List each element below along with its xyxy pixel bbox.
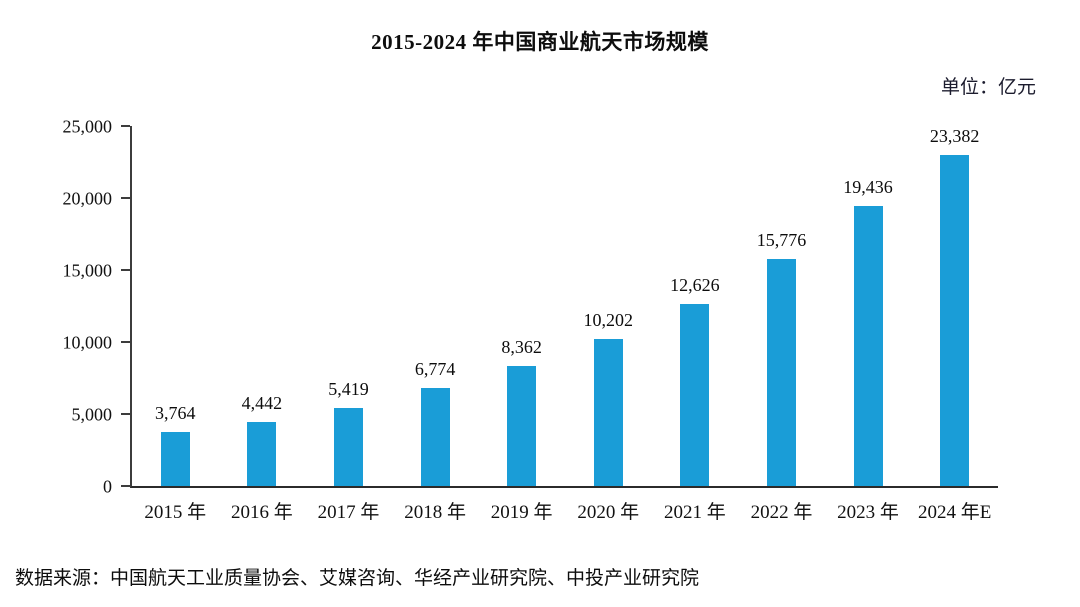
y-axis-tick-label: 20,000	[62, 188, 113, 209]
bar-value-label: 4,442	[241, 393, 283, 414]
bar-slot: 3,764 2015 年	[132, 126, 219, 523]
bar-value-label: 3,764	[155, 402, 196, 423]
bar-value-label: 10,202	[583, 310, 634, 331]
y-axis-tick	[121, 197, 130, 199]
bar	[853, 206, 883, 486]
y-axis-tick	[121, 413, 130, 415]
bar	[680, 304, 710, 486]
bar	[247, 422, 277, 486]
y-axis-tick	[121, 269, 130, 271]
bar	[420, 388, 450, 486]
bar-slot: 15,776 2022 年	[738, 126, 825, 523]
bar-value-label: 15,776	[756, 229, 807, 250]
x-axis-category-label: 2023 年	[837, 502, 899, 523]
source-note: 数据来源：中国航天工业质量协会、艾媒咨询、华经产业研究院、中投产业研究院	[15, 568, 700, 589]
bar-slot: 19,436 2023 年	[825, 126, 912, 523]
chart-title: 2015-2024 年中国商业航天市场规模	[371, 30, 709, 54]
bar-slot: 23,382 2024 年E	[911, 126, 998, 523]
bar	[766, 258, 796, 486]
unit-label: 单位：亿元	[940, 77, 1036, 98]
y-axis-tick	[121, 485, 130, 487]
bars-container: 3,764 2015 年 4,442 2016 年 5,419 2017 年 6,774 20…	[132, 126, 998, 523]
plot-area: 0 5,000 10,000 15,000 20,000 25,000 3,764 2015…	[63, 117, 998, 523]
y-axis-tick-label: 10,000	[62, 332, 113, 353]
y-axis-tick-label: 15,000	[62, 260, 113, 281]
x-axis-category-label: 2021 年	[663, 502, 726, 523]
x-axis-category-label: 2019 年	[490, 502, 553, 523]
bar-value-label: 5,419	[328, 378, 369, 399]
bar-value-label: 8,362	[501, 336, 542, 357]
bar-slot: 12,626 2021 年	[652, 126, 739, 523]
x-axis-category-label: 2024 年E	[917, 502, 992, 523]
bar-slot: 4,442 2016 年	[219, 126, 306, 523]
bar-value-label: 19,436	[843, 177, 893, 198]
bar	[160, 431, 190, 486]
bar-value-label: 23,382	[929, 126, 980, 146]
bar-slot: 5,419 2017 年	[305, 126, 392, 523]
bar-slot: 6,774 2018 年	[392, 126, 479, 523]
y-axis-tick-label: 0	[103, 476, 112, 497]
bar-value-label: 12,626	[670, 275, 720, 296]
bar-slot: 10,202 2020 年	[565, 126, 652, 523]
bar-slot: 8,362 2019 年	[478, 126, 565, 523]
x-axis-category-label: 2017 年	[317, 502, 380, 523]
y-axis-tick	[121, 125, 130, 127]
y-axis-tick-label: 5,000	[71, 404, 113, 425]
bar	[507, 365, 537, 486]
x-axis-category-label: 2018 年	[404, 502, 466, 523]
x-axis-category-label: 2015 年	[144, 502, 207, 523]
y-axis-tick-label: 25,000	[62, 116, 113, 137]
x-axis-category-label: 2022 年	[750, 502, 813, 523]
bar	[333, 407, 363, 486]
bar	[593, 339, 623, 486]
x-axis-category-label: 2020 年	[577, 502, 640, 523]
y-axis-tick	[121, 341, 130, 343]
bar-value-label: 6,774	[414, 359, 456, 380]
x-axis-category-label: 2016 年	[231, 502, 293, 523]
bar	[940, 155, 970, 486]
